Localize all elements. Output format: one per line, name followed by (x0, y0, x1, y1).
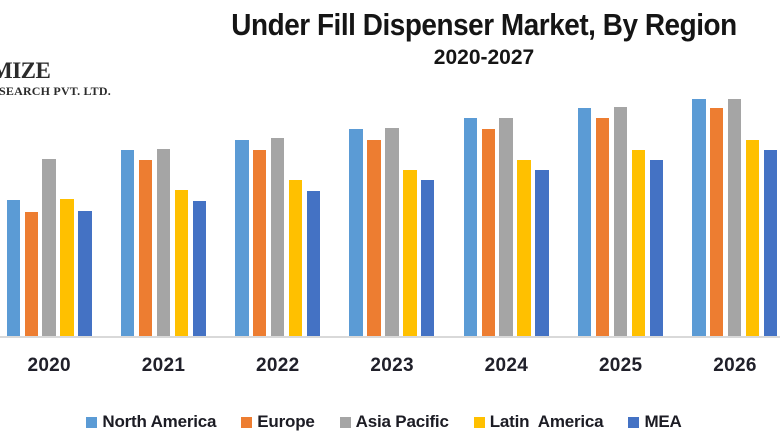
bar-mea-2025 (649, 160, 663, 336)
legend-label-mea: MEA (644, 412, 682, 431)
bar-mea-2020 (78, 211, 92, 336)
bar-north-america-2023 (349, 129, 363, 336)
x-axis-label-2025: 2025 (598, 355, 643, 376)
bar-asia-pacific-2022 (270, 138, 285, 336)
chart-title: Under Fill Dispenser Market, By Region (231, 7, 737, 42)
bar-mea-2024 (535, 169, 549, 336)
bar-group-2022 (235, 138, 321, 336)
bar-europe-2026 (710, 108, 724, 336)
legend-label-north-america: North America (102, 412, 217, 431)
bar-latin-america-2024 (517, 159, 531, 336)
bar-europe-2020 (24, 211, 38, 336)
x-axis-label-2020: 2020 (27, 355, 71, 376)
legend-swatch-mea (628, 417, 640, 428)
plot-area (0, 88, 780, 338)
bar-mea-2022 (306, 190, 321, 336)
x-axis-label-2021: 2021 (141, 355, 186, 376)
legend-item-europe: Europe (241, 412, 315, 432)
bar-north-america-2021 (120, 150, 135, 336)
x-axis-labels: 2020 2021 2022 2023 2024 2025 2026 (0, 355, 780, 377)
chart-subtitle: 2020-2027 (433, 45, 535, 69)
bar-group-2026 (692, 98, 778, 336)
legend-swatch-europe (241, 417, 253, 428)
bar-group-2021 (120, 148, 206, 336)
bar-latin-america-2025 (631, 149, 645, 336)
bar-latin-america-2026 (745, 139, 760, 336)
logo-text-line1: MIZE (0, 58, 51, 83)
bar-latin-america-2022 (288, 180, 303, 336)
legend-swatch-asia-pacific (339, 417, 351, 428)
bar-north-america-2020 (6, 200, 21, 336)
bar-mea-2021 (192, 201, 206, 336)
bar-north-america-2026 (692, 98, 706, 336)
legend-label-latin-america: Latin America (489, 412, 604, 431)
bar-latin-america-2020 (60, 199, 74, 336)
bar-asia-pacific-2026 (727, 98, 742, 336)
bar-europe-2023 (367, 139, 381, 336)
bar-north-america-2025 (577, 107, 592, 336)
bar-latin-america-2021 (174, 190, 188, 336)
x-axis-label-2022: 2022 (256, 355, 300, 376)
bar-asia-pacific-2023 (385, 128, 399, 336)
legend-item-latin-america: Latin America (473, 412, 604, 432)
logo-text-line2: SEARCH PVT. LTD. (0, 84, 111, 98)
bar-europe-2021 (138, 160, 153, 336)
legend-item-asia-pacific: Asia Pacific (339, 412, 449, 432)
legend: North America Europe Asia Pacific Latin Ame… (0, 412, 774, 432)
legend-label-asia-pacific: Asia Pacific (355, 412, 449, 431)
bar-asia-pacific-2025 (613, 107, 628, 336)
legend-swatch-north-america (86, 417, 98, 428)
bar-north-america-2024 (463, 118, 478, 336)
legend-label-europe: Europe (257, 412, 315, 431)
bar-mea-2023 (421, 180, 435, 336)
bar-asia-pacific-2024 (499, 117, 513, 336)
bar-europe-2024 (481, 129, 495, 336)
legend-swatch-latin-america (473, 417, 485, 428)
bar-mea-2026 (763, 150, 778, 336)
legend-item-north-america: North America (86, 412, 216, 432)
bar-group-2020 (6, 159, 92, 336)
x-axis-label-2024: 2024 (484, 355, 529, 376)
bar-asia-pacific-2020 (42, 159, 56, 336)
bar-europe-2025 (595, 117, 610, 336)
x-axis-label-2023: 2023 (370, 355, 414, 376)
legend-item-mea: MEA (628, 412, 682, 432)
bar-north-america-2022 (235, 139, 249, 336)
title-block: Under Fill Dispenser Market, By Region 2… (186, 7, 780, 70)
bar-latin-america-2023 (403, 170, 417, 336)
bar-group-2025 (577, 107, 663, 336)
bar-group-2023 (349, 128, 435, 336)
x-axis-label-2026: 2026 (713, 355, 757, 376)
logo-watermark: MIZE SEARCH PVT. LTD. (0, 59, 111, 97)
bar-europe-2022 (253, 150, 267, 336)
bar-group-2024 (463, 117, 549, 336)
bar-asia-pacific-2021 (156, 148, 171, 336)
